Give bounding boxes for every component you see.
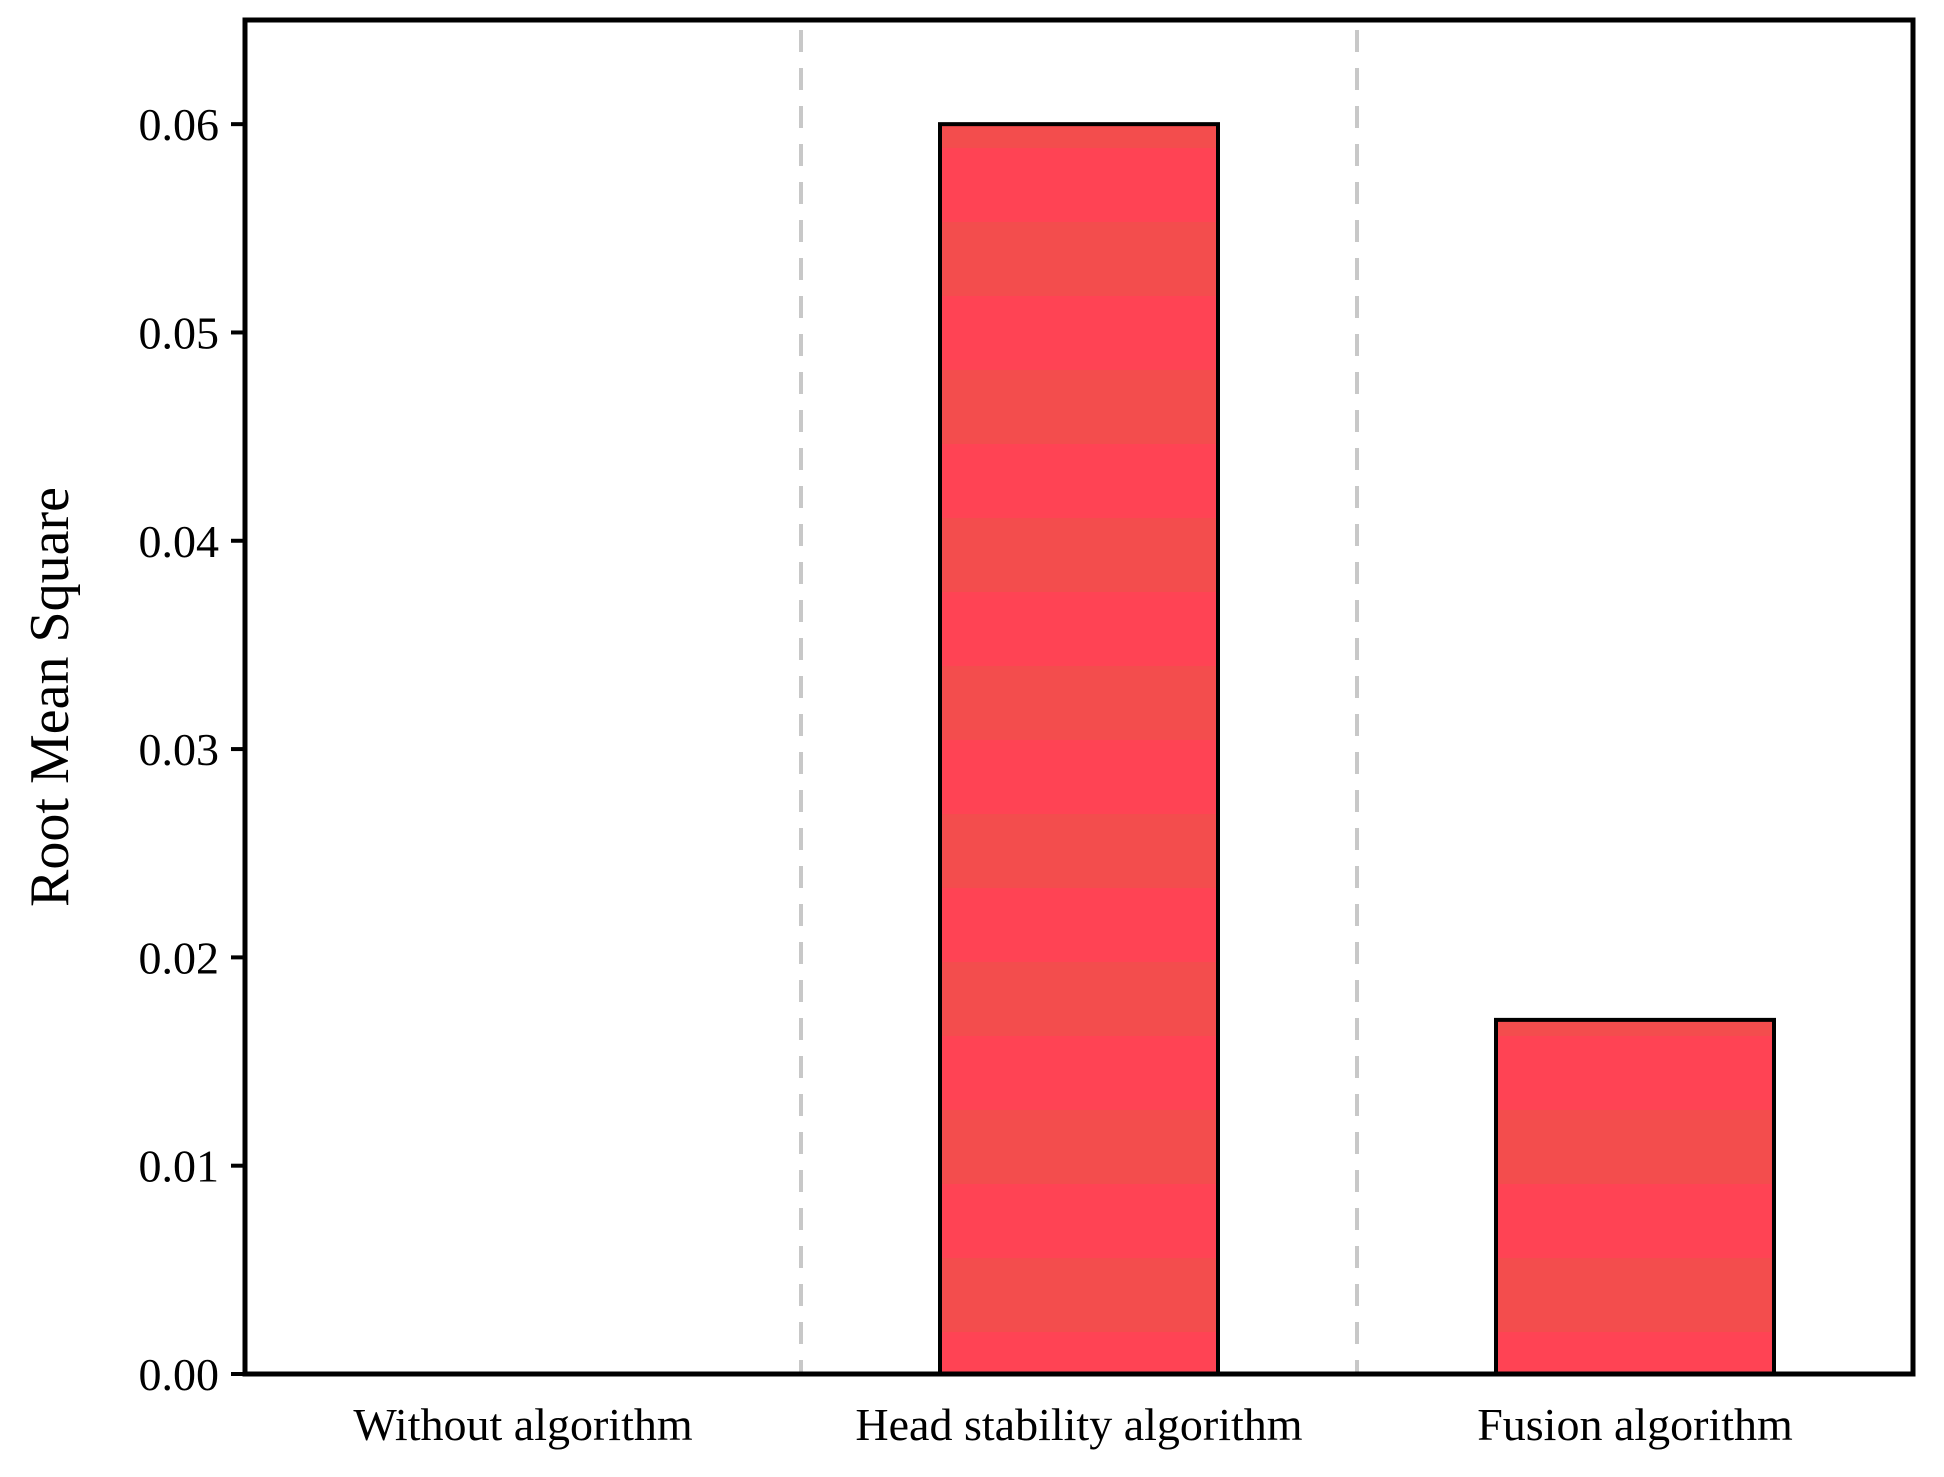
bar-2 <box>1494 1017 1776 1377</box>
category-separators <box>799 30 1359 1374</box>
x-tick-label-2: Fusion algorithm <box>1477 1399 1793 1450</box>
y-tick-label-5: 0.05 <box>139 307 220 358</box>
y-tick-label-3: 0.03 <box>139 724 220 775</box>
x-tick-label-1: Head stability algorithm <box>855 1399 1302 1450</box>
y-tick-label-0: 0.00 <box>139 1349 220 1400</box>
y-tick-label-1: 0.01 <box>139 1141 220 1192</box>
y-tick-label-6: 0.06 <box>139 99 220 150</box>
y-tick-label-4: 0.04 <box>139 516 220 567</box>
y-axis-ticks: 0.00 0.01 0.02 0.03 0.04 0.05 0.06 <box>139 99 245 1400</box>
bar-1 <box>938 122 1220 1377</box>
y-tick-label-2: 0.02 <box>139 932 220 983</box>
x-axis-labels: Without algorithm Head stability algorith… <box>353 1399 1793 1450</box>
x-tick-label-0: Without algorithm <box>353 1399 692 1450</box>
y-axis-title: Root Mean Square <box>19 487 81 907</box>
plot-frame <box>242 17 1916 1377</box>
bars <box>938 122 1776 1377</box>
